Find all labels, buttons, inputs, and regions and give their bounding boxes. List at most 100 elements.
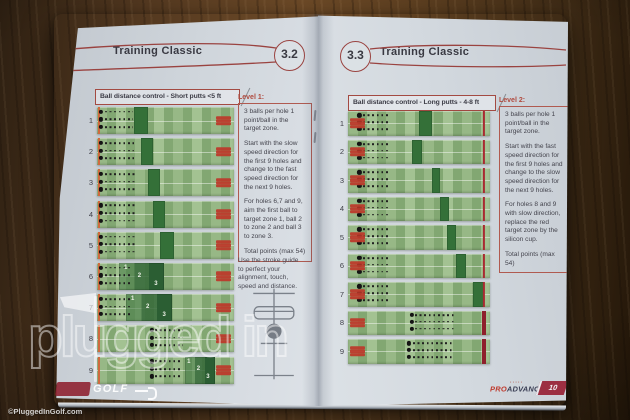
- ball-path: [104, 149, 134, 152]
- target-zone: [133, 107, 148, 134]
- red-mark: [216, 371, 231, 375]
- ball-path: [104, 305, 130, 308]
- speed-direction-marks: [216, 209, 231, 219]
- red-mark: [350, 349, 365, 353]
- hole-row: 2: [332, 139, 490, 164]
- ball-path: [362, 299, 388, 301]
- red-mark: [350, 260, 365, 265]
- hole-row: 5: [332, 225, 490, 250]
- header-swoosh-left: [58, 43, 277, 72]
- red-mark: [350, 146, 365, 151]
- red-target-line: [482, 225, 485, 250]
- red-mark: [216, 215, 231, 219]
- red-mark: [350, 175, 365, 179]
- ball-path: [155, 336, 184, 339]
- hole-number: 2: [339, 147, 344, 157]
- hole-row: 9: [332, 339, 490, 364]
- ball-path: [104, 118, 133, 121]
- ball-path: [362, 228, 388, 231]
- ball-dot: [357, 284, 362, 289]
- red-mark: [350, 153, 365, 157]
- red-mark: [350, 321, 365, 325]
- zone-label: 1: [124, 265, 128, 272]
- red-mark: [216, 115, 231, 119]
- ball-path: [155, 344, 184, 347]
- ball-dot: [99, 296, 104, 302]
- ball-dot: [99, 249, 104, 254]
- hole-row: 1: [332, 111, 490, 136]
- target-zone: [447, 225, 456, 250]
- logo-dots: ·····: [510, 379, 524, 386]
- ball-dot: [357, 184, 362, 189]
- header-swoosh-right: [369, 44, 567, 68]
- target-zone: [431, 168, 441, 193]
- ball-dot: [357, 170, 362, 175]
- red-mark: [350, 235, 365, 239]
- red-target-line: [482, 196, 485, 221]
- zone-label: 3: [154, 280, 158, 287]
- ball-path: [362, 292, 388, 295]
- speed-direction-marks: [216, 365, 231, 375]
- ball-path: [155, 329, 184, 331]
- red-mark: [216, 271, 231, 275]
- target-zone: [472, 282, 485, 307]
- red-mark: [350, 292, 365, 296]
- ball-dot: [99, 210, 104, 216]
- hole-row: 5: [81, 231, 234, 259]
- ball-dot: [99, 280, 104, 285]
- ball-dot: [357, 269, 362, 274]
- ball-path: [104, 274, 130, 277]
- target-zone: [125, 294, 173, 322]
- red-target-line: [482, 139, 485, 164]
- ball-path: [362, 263, 388, 266]
- hole-row: 3: [332, 168, 490, 193]
- putting-mat: [97, 138, 234, 166]
- hole-number: 4: [88, 209, 93, 219]
- hole-number: 2: [88, 147, 93, 157]
- ball-path: [412, 342, 454, 345]
- red-mark: [350, 203, 365, 208]
- instruction-text: Total points (max 54): [244, 247, 306, 255]
- page-number: 10: [535, 381, 568, 395]
- ball-dot: [357, 155, 362, 160]
- ball-dot: [357, 198, 362, 203]
- ball-dot: [357, 212, 362, 217]
- ball-path: [104, 243, 136, 245]
- hole-row: 6 1 2 3: [81, 262, 234, 290]
- hole-row: 8: [332, 310, 490, 335]
- instruction-text: 3 balls per hole 1 point/ball in the tar…: [505, 111, 556, 136]
- ball-dot: [357, 255, 362, 260]
- ball-path: [362, 185, 388, 187]
- speed-direction-marks: [216, 115, 231, 126]
- zone-label: 3: [206, 374, 210, 381]
- target-zone: [140, 138, 154, 166]
- putting-mat: 1 2 3: [97, 262, 234, 290]
- putting-mat: [348, 196, 490, 221]
- putting-mat: [97, 169, 234, 197]
- instruction-text: For holes 6,7 and 9, aim the first ball …: [244, 198, 303, 241]
- speed-direction-marks: [350, 317, 365, 328]
- ball-dot: [99, 304, 104, 309]
- speed-direction-marks: [350, 289, 365, 300]
- putting-mat: [348, 168, 490, 193]
- ball-dot: [149, 335, 154, 340]
- ball-dot: [149, 374, 154, 379]
- red-mark: [216, 240, 231, 244]
- red-mark: [350, 352, 365, 357]
- red-mark: [350, 210, 365, 214]
- ball-path: [362, 121, 388, 124]
- speed-direction-marks: [216, 178, 231, 188]
- speed-direction-marks: [350, 260, 365, 271]
- ball-dot: [406, 348, 412, 353]
- hole-number: 1: [88, 116, 93, 125]
- target-zone: [419, 111, 432, 136]
- red-mark: [350, 178, 365, 182]
- red-mark: [216, 122, 231, 126]
- putting-mat: [348, 253, 490, 278]
- ball-dot: [99, 109, 104, 114]
- red-mark: [350, 118, 365, 122]
- holes-list-right: 1 2 3 4 5 6 7 8 9: [332, 111, 490, 368]
- speed-direction-marks: [350, 175, 365, 186]
- red-mark: [350, 181, 365, 186]
